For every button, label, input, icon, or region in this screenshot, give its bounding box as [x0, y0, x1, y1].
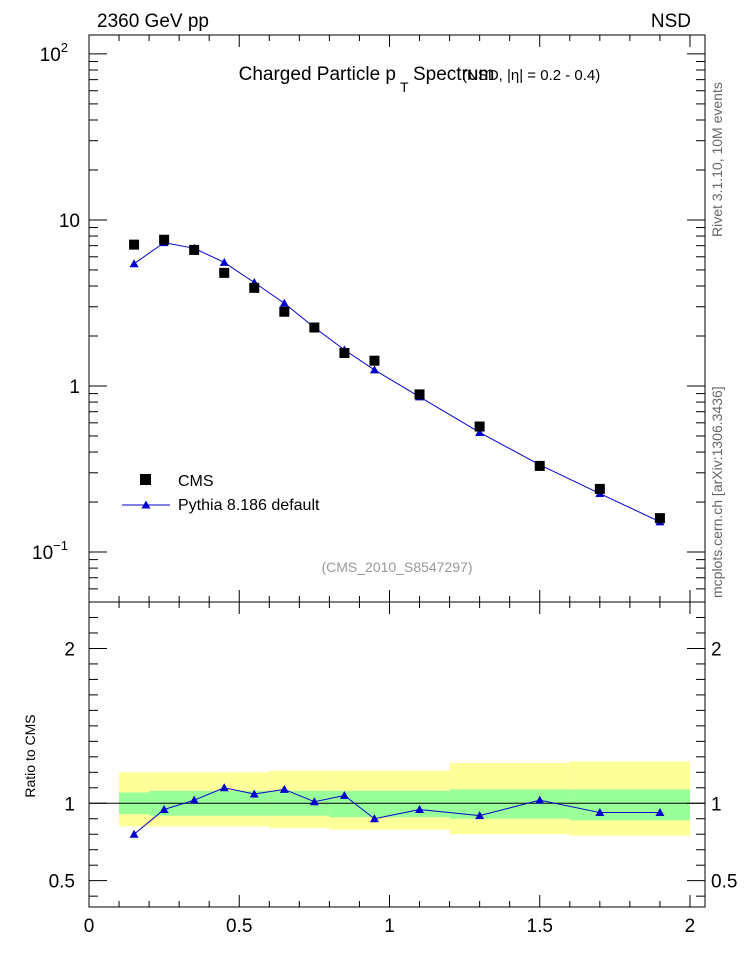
ratio-mc-point: [369, 814, 379, 823]
ratio-mc-point: [339, 791, 349, 800]
cms-point: [474, 421, 485, 432]
ratio-y-tick-label-right: 0.5: [711, 872, 737, 893]
cms-point: [279, 306, 290, 317]
chart-title-subscript: T: [400, 79, 409, 95]
mc-point: [219, 257, 229, 266]
cms-point: [249, 282, 260, 293]
x-tick-label: 0: [84, 916, 95, 937]
mc-point: [369, 365, 379, 374]
cms-point: [219, 267, 230, 278]
cms-point: [339, 348, 350, 359]
main-y-tick-label: 10: [59, 211, 80, 232]
x-tick-label: 1.5: [527, 916, 553, 937]
ratio-band-stat-3: [329, 790, 450, 818]
ratio-mc-point: [595, 808, 605, 817]
ratio-mc-point: [309, 797, 319, 806]
ratio-mc-line: [133, 787, 660, 835]
legend-cms-label: CMS: [178, 473, 214, 490]
rivet-version-text: Rivet 3.1.10, 10M events: [709, 82, 725, 237]
main-plot: Charged Particle p T Spectrum (NSD, |η| …: [239, 64, 601, 575]
main-frame: [88, 34, 706, 603]
ratio-mc-point: [249, 789, 259, 798]
ratio-ylabel: Ratio to CMS: [22, 714, 38, 797]
cms-point: [369, 355, 380, 366]
ratio-mc-point: [415, 804, 425, 813]
ratio-y-tick-label: 2: [64, 639, 75, 660]
ratio-mc-point: [219, 783, 229, 792]
cms-point: [534, 460, 545, 471]
ratio-y-tick-label: 0.5: [49, 872, 75, 893]
x-tick-label: 1: [384, 916, 395, 937]
ratio-y-tick-label-right: 2: [711, 639, 722, 660]
legend-mc-label: Pythia 8.186 default: [178, 497, 320, 514]
main-y-tick-label: 10−1: [32, 538, 68, 564]
cms-point: [309, 322, 320, 333]
chart-title-rest: Spectrum: [413, 64, 494, 85]
chart-title-note: (NSD, |η| = 0.2 - 0.4): [462, 67, 600, 84]
ratio-y-tick-label: 1: [64, 794, 75, 815]
ratio-mc-point: [535, 795, 545, 804]
cms-point: [594, 483, 605, 494]
cms-point: [414, 389, 425, 400]
ratio-mc-point: [129, 829, 139, 838]
ratio-mc-point: [159, 804, 169, 813]
ratio-band-stat-4: [449, 789, 570, 819]
legend-cms-marker: [140, 474, 151, 485]
watermark: (CMS_2010_S8547297): [322, 559, 473, 575]
header-right: NSD: [651, 11, 691, 32]
x-tick-label: 2: [685, 916, 696, 937]
chart-title: Charged Particle p: [239, 64, 396, 85]
cms-point: [129, 239, 140, 250]
header-left: 2360 GeV pp: [97, 11, 209, 32]
mcplots-text: mcplots.cern.ch [arXiv:1306.3436]: [709, 386, 725, 598]
ratio-mc-point: [475, 811, 485, 820]
cms-point: [189, 244, 200, 255]
mc-line: [133, 242, 661, 523]
ratio-band-stat-5: [569, 789, 690, 821]
main-y-tick-label: 1: [69, 377, 80, 398]
ratio-mc-point: [189, 795, 199, 804]
mc-point: [475, 427, 485, 436]
cms-point: [159, 234, 170, 245]
ratio-y-tick-label-right: 1: [711, 794, 722, 815]
main-y-tick-label: 102: [40, 40, 68, 66]
legend-mc-marker: [141, 500, 151, 509]
ratio-mc-point: [279, 784, 289, 793]
ratio-mc-point: [655, 808, 665, 817]
legend: CMS Pythia 8.186 default: [122, 473, 320, 514]
ratio-frame: [88, 601, 706, 908]
cms-point: [654, 513, 665, 524]
x-tick-label: 0.5: [226, 916, 252, 937]
mc-point: [279, 298, 289, 307]
mc-point: [129, 259, 139, 268]
